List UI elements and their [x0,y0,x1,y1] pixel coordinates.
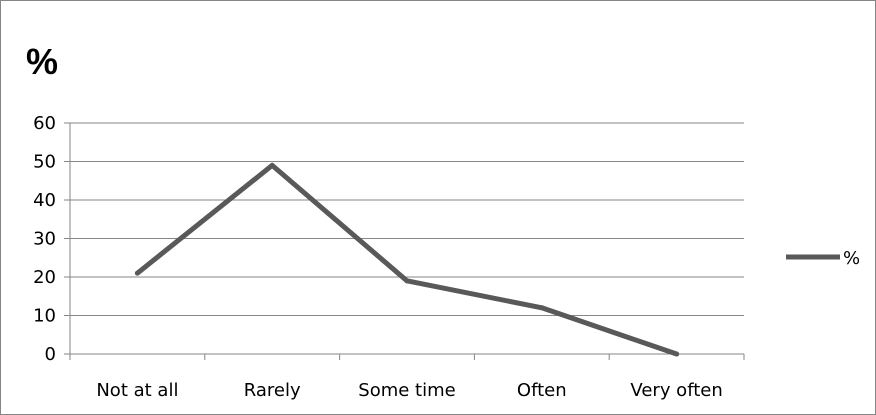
x-axis [69,123,745,360]
x-tick-label: Very often [630,380,722,401]
y-tick-label: 30 [33,229,56,250]
x-tick-label: Often [517,380,567,401]
legend: % [786,248,860,269]
x-tick-label: Some time [358,380,455,401]
y-tick-label: 10 [33,306,56,327]
data-point [674,351,680,357]
chart-title: % [26,41,58,82]
y-tick-label: 40 [33,190,56,211]
data-point [269,162,275,168]
y-tick-label: 0 [45,344,56,365]
y-tick-label: 20 [33,267,56,288]
data-point [539,305,545,311]
data-point [134,270,140,276]
x-tick-label: Rarely [244,380,301,401]
y-tick-label: 50 [33,152,56,173]
x-axis-tick-labels: Not at all Rarely Some time Often Very often [96,380,722,401]
series-group [134,162,680,357]
y-tick-label: 60 [33,113,56,134]
y-axis-tick-labels: 0 10 20 30 40 50 60 [33,113,56,365]
legend-label: % [843,248,860,269]
data-point [404,278,410,284]
x-tick-label: Not at all [96,380,178,401]
